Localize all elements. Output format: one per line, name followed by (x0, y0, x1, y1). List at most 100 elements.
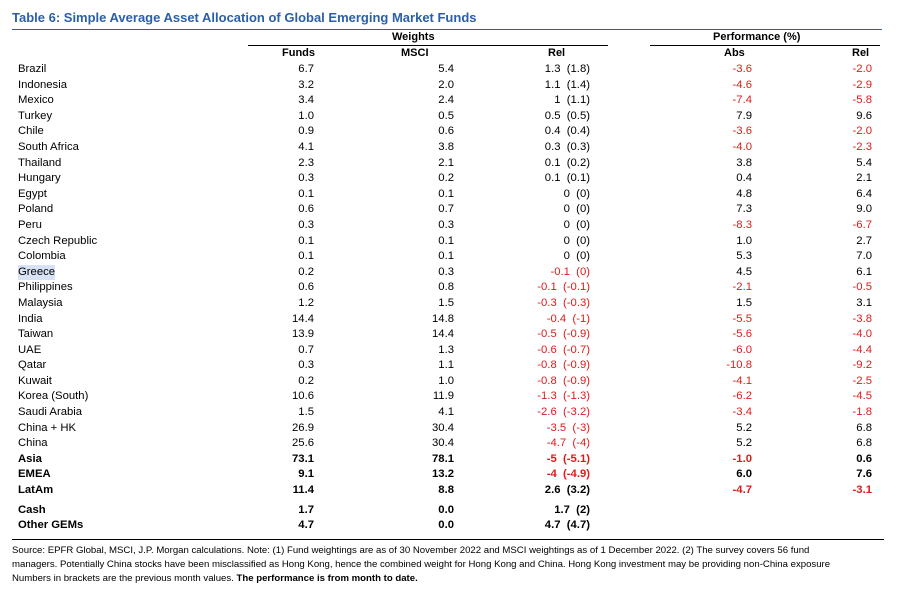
cell-abs: -4.6 (732, 78, 752, 91)
cell-funds: 26.9 (292, 421, 314, 434)
cell-perf-rel: -5.8 (852, 94, 872, 107)
cell-perf-rel: -4.4 (852, 343, 872, 356)
cell-name: Philippines (18, 281, 73, 294)
cell-name: Qatar (18, 359, 47, 372)
cell-rel: 0 (0) (563, 234, 590, 247)
cell-rel: -0.3 (-0.3) (537, 296, 590, 309)
table-row: Taiwan 13.9 14.4 -0.5 (-0.9) -5.6 -4.0 (12, 327, 887, 343)
table-title: Table 6: Simple Average Asset Allocation… (12, 10, 477, 25)
cell-perf-rel: -4.5 (852, 390, 872, 403)
cell-msci: 0.2 (438, 172, 454, 185)
note-line-3-text: Numbers in brackets are the previous mon… (12, 573, 237, 584)
cell-abs: 4.8 (736, 187, 752, 200)
weights-group-rule (248, 45, 608, 46)
col-header-perf-rel: Rel (852, 47, 870, 59)
cell-rel: -0.8 (-0.9) (537, 374, 590, 387)
cell-msci: 13.2 (432, 468, 454, 481)
cell-perf-rel: 9.6 (856, 109, 872, 122)
table-row: Egypt 0.1 0.1 0 (0) 4.8 6.4 (12, 187, 887, 203)
table-row: Mexico 3.4 2.4 1 (1.1) -7.4 -5.8 (12, 93, 887, 109)
cell-funds: 73.1 (292, 452, 314, 465)
cell-rel: -0.1 (0) (550, 265, 590, 278)
cell-funds: 0.6 (298, 203, 314, 216)
cell-funds: 0.7 (298, 343, 314, 356)
cell-msci: 0.8 (438, 281, 454, 294)
cell-msci: 14.8 (432, 312, 454, 325)
table-row: Greece 0.2 0.3 -0.1 (0) 4.5 6.1 (12, 264, 887, 281)
note-line-1: Source: EPFR Global, MSCI, J.P. Morgan c… (12, 545, 810, 556)
note-line-3-bold: The performance is from month to date. (236, 573, 418, 584)
cell-rel: -1.3 (-1.3) (537, 390, 590, 403)
cell-msci: 0.3 (438, 265, 454, 278)
cell-abs: 1.5 (736, 296, 752, 309)
cell-funds: 0.1 (298, 250, 314, 263)
cell-msci: 0.1 (438, 250, 454, 263)
cell-funds: 0.1 (298, 187, 314, 200)
cell-perf-rel: -9.2 (852, 359, 872, 372)
cell-name: China (18, 437, 48, 450)
note-line-2: managers. Potentially China stocks have … (12, 559, 831, 570)
cell-abs: -4.0 (732, 140, 752, 153)
cell-abs: -10.8 (726, 359, 752, 372)
cell-abs: 6.0 (736, 468, 752, 481)
cell-funds: 0.2 (298, 374, 314, 387)
cell-rel: -0.5 (-0.9) (537, 328, 590, 341)
cell-msci: 14.4 (432, 328, 454, 341)
cell-perf-rel: 7.6 (856, 468, 872, 481)
cell-perf-rel: -2.5 (852, 374, 872, 387)
table-row: Cash 1.7 0.0 1.7 (2) (12, 503, 887, 519)
cell-perf-rel: 7.0 (856, 250, 872, 263)
cell-funds: 6.7 (298, 63, 314, 75)
table-row: Asia 73.1 78.1 -5 (-5.1) -1.0 0.6 (12, 452, 887, 468)
cell-perf-rel: -2.0 (852, 125, 872, 138)
cell-rel: 0 (0) (563, 218, 590, 231)
cell-name: Colombia (18, 250, 66, 263)
allocation-table: Brazil 6.7 5.4 1.3 (1.8) -3.6 -2.0 Indonesia 3.… (12, 62, 887, 534)
cell-msci: 0.0 (438, 503, 454, 516)
cell-msci: 8.8 (438, 484, 454, 497)
cell-perf-rel: 6.8 (856, 437, 872, 450)
cell-name: Saudi Arabia (18, 406, 83, 419)
table-row: China 25.6 30.4 -4.7 (-4) 5.2 6.8 (12, 436, 887, 452)
cell-name: South Africa (18, 140, 79, 153)
cell-rel: -3.5 (-3) (546, 421, 590, 434)
cell-msci: 5.4 (438, 63, 454, 75)
weights-group-header: Weights (392, 31, 435, 43)
cell-name: UAE (18, 343, 42, 356)
cell-abs: -8.3 (732, 218, 752, 231)
cell-funds: 9.1 (298, 468, 314, 481)
cell-perf-rel: -3.8 (852, 312, 872, 325)
cell-perf-rel: 2.7 (856, 234, 872, 247)
cell-msci: 0.1 (438, 187, 454, 200)
table-row: Saudi Arabia 1.5 4.1 -2.6 (-3.2) -3.4 -1.8 (12, 405, 887, 421)
cell-msci: 1.3 (438, 343, 454, 356)
cell-rel: 0.1 (0.2) (544, 156, 590, 169)
cell-perf-rel: 0.6 (856, 452, 872, 465)
cell-perf-rel: -2.0 (852, 63, 872, 75)
cell-msci: 78.1 (432, 452, 454, 465)
cell-rel: -0.6 (-0.7) (537, 343, 590, 356)
cell-funds: 1.5 (298, 406, 314, 419)
performance-group-header: Performance (%) (713, 31, 801, 43)
cell-msci: 3.8 (438, 140, 454, 153)
cell-msci: 2.0 (438, 78, 454, 91)
table-row: Kuwait 0.2 1.0 -0.8 (-0.9) -4.1 -2.5 (12, 374, 887, 390)
cell-abs: -1.0 (732, 452, 752, 465)
cell-rel: -0.1 (-0.1) (537, 281, 590, 294)
cell-msci: 0.5 (438, 109, 454, 122)
table-row: Poland 0.6 0.7 0 (0) 7.3 9.0 (12, 202, 887, 218)
cell-funds: 0.3 (298, 359, 314, 372)
cell-name: Mexico (18, 94, 54, 107)
table-bottom-rule (12, 539, 884, 540)
table-row: Malaysia 1.2 1.5 -0.3 (-0.3) 1.5 3.1 (12, 296, 887, 312)
table-row: South Africa 4.1 3.8 0.3 (0.3) -4.0 -2.3 (12, 140, 887, 156)
cell-msci: 30.4 (432, 437, 454, 450)
cell-rel: 0 (0) (563, 203, 590, 216)
cell-msci: 2.4 (438, 94, 454, 107)
cell-funds: 10.6 (292, 390, 314, 403)
cell-name: Peru (18, 218, 42, 231)
cell-name: Asia (18, 452, 42, 465)
table-row: UAE 0.7 1.3 -0.6 (-0.7) -6.0 -4.4 (12, 343, 887, 359)
table-row: Korea (South) 10.6 11.9 -1.3 (-1.3) -6.2 -4.5 (12, 389, 887, 405)
cell-funds: 11.4 (292, 484, 314, 497)
